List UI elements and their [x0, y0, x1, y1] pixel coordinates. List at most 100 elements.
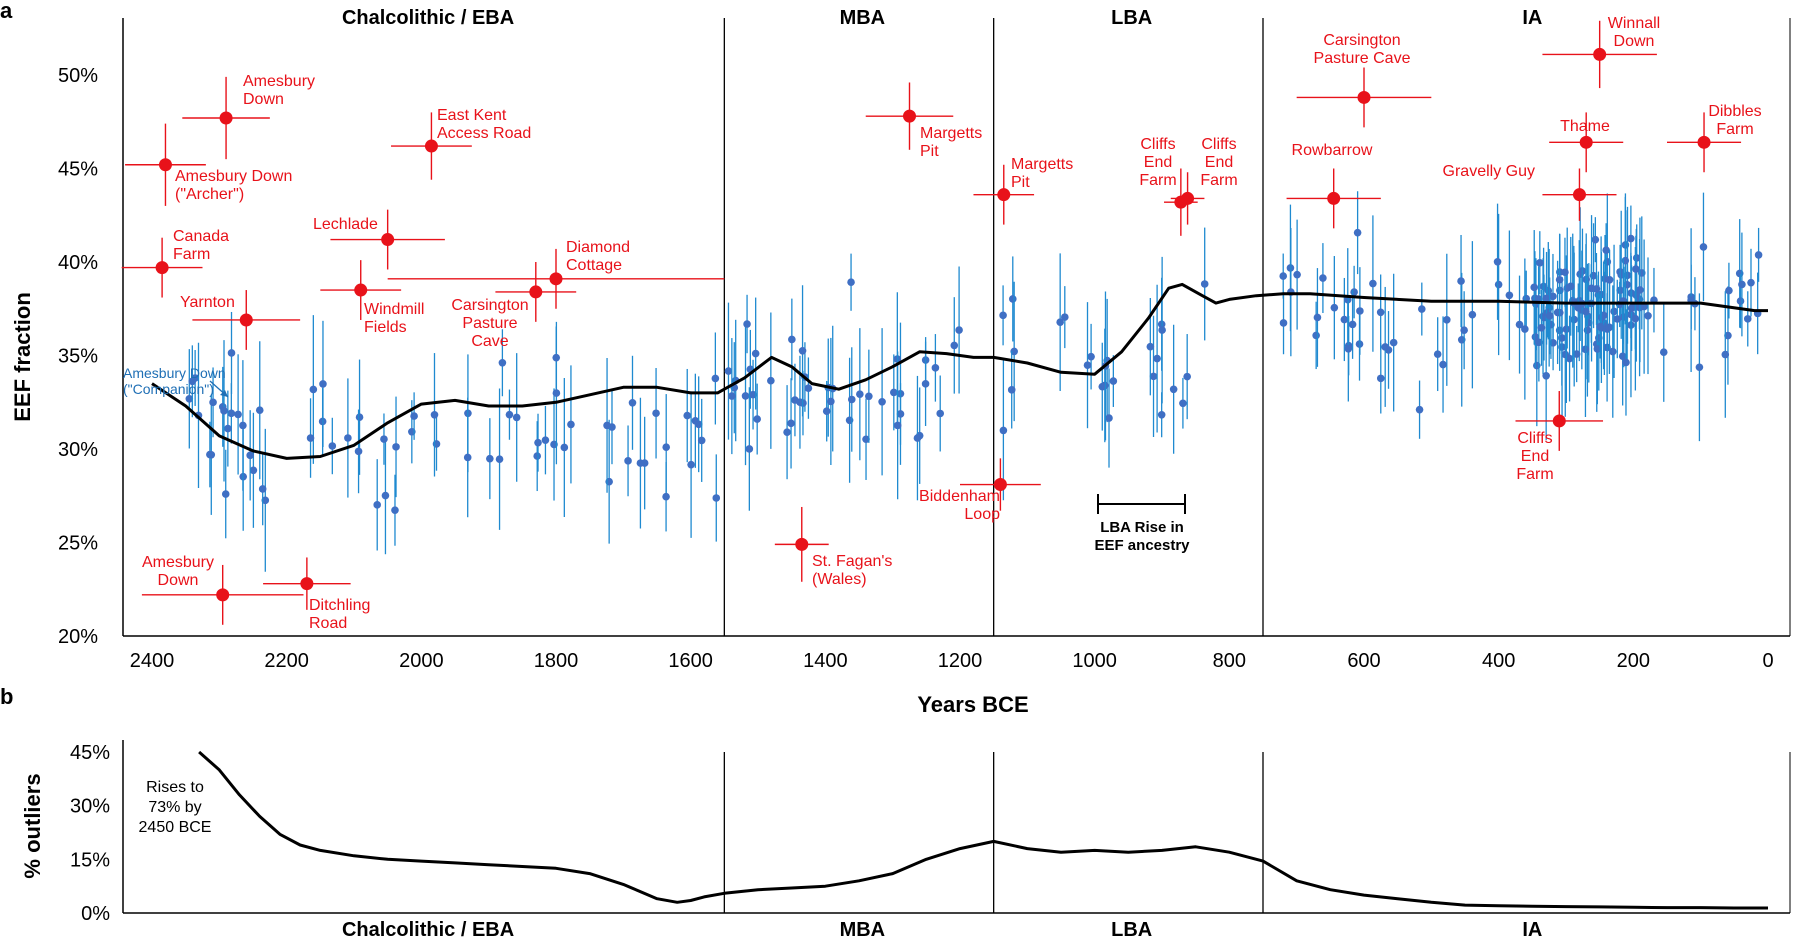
background-sample-point-161	[1279, 319, 1288, 327]
sample-label-13-line-1: (Wales)	[812, 571, 867, 588]
background-sample-point-14	[534, 438, 542, 447]
background-sample-point-291	[1376, 374, 1385, 383]
background-sample-point-174	[1561, 350, 1570, 359]
background-sample-point-15	[567, 420, 575, 429]
background-sample-point-54	[430, 410, 439, 419]
y-tick-b-1: 15%	[70, 849, 110, 871]
background-sample-point-253	[1602, 246, 1610, 254]
background-sample-point-195	[1369, 279, 1377, 288]
background-sample-point-211	[1531, 333, 1540, 341]
period-label-b-1: MBA	[840, 919, 886, 939]
background-sample-point-5	[344, 434, 352, 442]
background-sample-point-296	[1721, 350, 1730, 359]
background-sample-point-237	[1561, 268, 1569, 277]
background-sample-point-108	[936, 409, 945, 418]
background-sample-point-69	[209, 398, 217, 407]
sample-label-23-line-0: Cliffs	[1517, 430, 1552, 447]
sample-label-9-line-0: Amesbury	[142, 554, 214, 571]
period-label-b-0: Chalcolithic / EBA	[342, 919, 514, 939]
background-sample-point-105	[753, 415, 761, 423]
background-sample-point-43	[246, 451, 254, 460]
period-boundaries	[723, 18, 1791, 636]
background-sample-point-247	[1389, 338, 1398, 347]
background-sample-point-115	[1169, 385, 1178, 394]
background-sample-point-132	[1183, 372, 1191, 381]
background-sample-point-50	[541, 436, 550, 444]
background-sample-point-276	[1537, 323, 1546, 332]
background-sample-point-92	[787, 419, 795, 428]
background-sample-point-112	[913, 434, 922, 442]
sample-label-17-line-0: Carsington	[1323, 32, 1400, 49]
highlighted-point-17	[1357, 90, 1371, 104]
background-sample-point-260	[1348, 320, 1357, 329]
y-tick-labels-b: 0% 15% 30% 45%	[70, 742, 110, 925]
background-sample-point-138	[1153, 354, 1161, 363]
y-tick-1: 25%	[58, 533, 98, 555]
period-label-b-2: LBA	[1111, 919, 1152, 939]
y-tick-5: 45%	[58, 159, 98, 181]
panel-a-chart: Chalcolithic / EBA MBA LBA IA 20% 25% 30% 35% 4…	[10, 7, 1791, 717]
background-sample-point-46	[224, 424, 232, 433]
background-sample-point-35	[432, 440, 441, 448]
y-tick-b-2: 30%	[70, 796, 110, 818]
y-tick-0: 20%	[58, 626, 98, 648]
background-sample-point-90	[804, 384, 813, 392]
background-sample-point-10	[498, 358, 507, 367]
y-tick-3: 35%	[58, 346, 98, 368]
background-sample-point-37	[381, 491, 390, 500]
highlighted-point-23	[1552, 414, 1566, 428]
background-sample-point-225	[1583, 326, 1592, 334]
sample-label-10-line-0: Ditchling	[309, 597, 370, 614]
background-sample-point-236	[1415, 405, 1424, 414]
background-sample-point-1	[227, 409, 236, 418]
background-sample-point-121	[1083, 361, 1092, 369]
background-sample-point-257	[1313, 313, 1322, 322]
background-sample-point-270	[1566, 282, 1575, 291]
background-sample-point-113	[751, 349, 760, 358]
x-tick-10: 400	[1482, 650, 1515, 672]
x-tick-labels: 2400 2200 2000 1800 1600 1400 1200 1000 800 600 40…	[130, 650, 1774, 672]
background-sample-point-85	[931, 364, 940, 372]
background-sample-point-216	[1293, 270, 1301, 279]
sample-label-1-line-0: Amesbury Down	[175, 168, 292, 185]
background-sample-point-185	[1344, 344, 1353, 353]
companion-label-line2: ("Companion")	[123, 381, 214, 397]
period-boundaries-b	[723, 752, 1791, 913]
period-label-2: LBA	[1111, 7, 1152, 29]
background-sample-point-52	[188, 377, 197, 386]
background-sample-point-65	[206, 450, 214, 459]
background-sample-point-17	[552, 389, 561, 397]
background-sample-point-22	[185, 395, 194, 403]
background-sample-point-294	[1521, 325, 1529, 333]
sample-label-7-line-2: Cave	[471, 333, 508, 350]
sample-label-14-line-0: Biddenham	[919, 488, 1000, 505]
background-sample-point-140	[1340, 315, 1349, 324]
y-tick-b-0: 0%	[81, 903, 110, 925]
axes	[122, 18, 1790, 637]
period-labels-b: Chalcolithic / EBA MBA LBA IA	[342, 919, 1542, 939]
period-label-1: MBA	[840, 7, 886, 29]
background-sample-point-27	[239, 421, 247, 430]
y-tick-labels: 20% 25% 30% 35% 40% 45% 50%	[58, 65, 98, 648]
background-sample-point-248	[1572, 350, 1581, 358]
background-sample-point-128	[999, 426, 1008, 435]
sample-label-2-line-1: Access Road	[437, 125, 531, 142]
background-sample-point-98	[796, 398, 804, 407]
background-sample-point-0	[662, 443, 671, 451]
x-tick-5: 1400	[803, 650, 848, 672]
y-tick-b-3: 45%	[70, 742, 110, 764]
x-tick-12: 0	[1762, 650, 1773, 672]
background-sample-point-129	[1146, 342, 1155, 351]
trend-line	[151, 282, 1768, 460]
background-sample-point-102	[749, 390, 757, 399]
x-tick-8: 800	[1213, 650, 1246, 672]
highlighted-point-4	[381, 233, 395, 247]
x-tick-0: 2400	[130, 650, 175, 672]
background-sample-point-207	[1350, 288, 1358, 296]
background-sample-point-106	[950, 341, 959, 350]
highlighted-point-11	[903, 109, 916, 123]
background-sample-point-293	[1592, 285, 1601, 293]
background-sample-point-283	[1754, 251, 1763, 259]
background-sample-point-258	[1356, 307, 1364, 315]
